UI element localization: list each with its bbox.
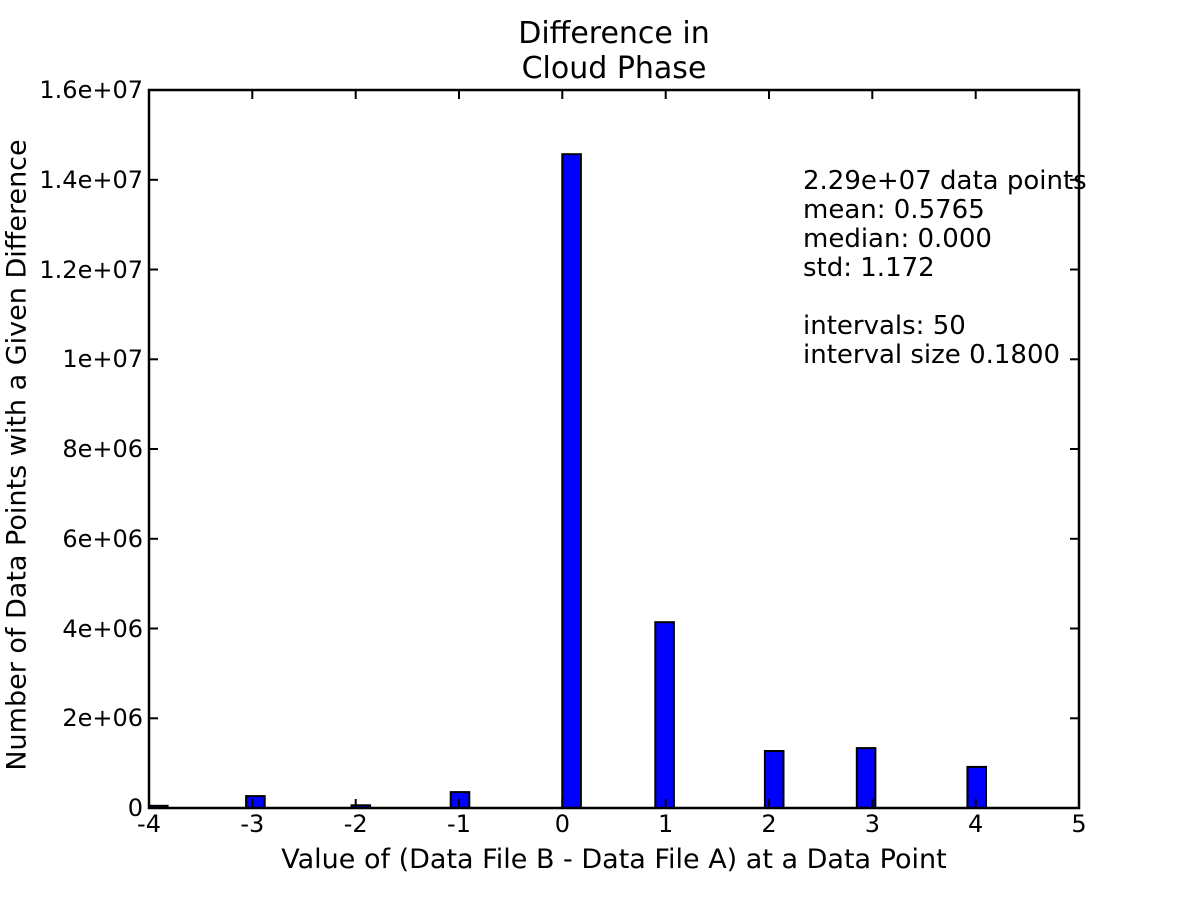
y-tick-label: 4e+06 <box>62 614 143 643</box>
stat-mean: mean: 0.5765 <box>803 195 985 225</box>
x-tick-label: -3 <box>240 810 265 838</box>
y-tick-label: 1.2e+07 <box>39 255 143 284</box>
x-tick-label: 2 <box>761 810 777 838</box>
y-tick-label: 2e+06 <box>62 704 143 733</box>
x-tick-label: -4 <box>137 810 161 838</box>
stat-total-points: 2.29e+07 data points <box>803 166 1087 196</box>
x-tick-label: -1 <box>447 810 471 838</box>
y-tick-label: 0 <box>127 794 143 822</box>
stats-annotation: 2.29e+07 data points mean: 0.5765 median… <box>803 167 1087 370</box>
y-tick-label: 1.4e+07 <box>39 165 143 194</box>
histogram-bar <box>561 153 582 809</box>
histogram-bar <box>763 750 785 809</box>
x-tick-label: -2 <box>343 810 368 838</box>
stat-interval-size: interval size 0.1800 <box>803 340 1061 370</box>
stat-std: std: 1.172 <box>803 253 935 283</box>
chart-title-line1: Difference in <box>518 16 710 51</box>
chart-title-line2: Cloud Phase <box>521 51 707 86</box>
chart-title: Difference in Cloud Phase <box>149 16 1079 86</box>
y-tick-label: 6e+06 <box>62 524 143 553</box>
x-axis-label: Value of (Data File B - Data File A) at … <box>281 844 947 875</box>
stat-median: median: 0.000 <box>803 224 992 254</box>
histogram-bar <box>654 621 675 810</box>
stat-intervals: intervals: 50 <box>803 311 966 341</box>
x-tick-label: 1 <box>658 810 674 838</box>
histogram-bar <box>245 795 266 809</box>
x-tick-label: 0 <box>554 810 570 838</box>
x-tick-label: 5 <box>1071 810 1087 838</box>
stat-spacer <box>803 283 1087 312</box>
x-tick-label: 4 <box>968 810 984 838</box>
y-tick-label: 1e+07 <box>62 345 143 374</box>
y-tick-label: 1.6e+07 <box>39 76 143 104</box>
x-tick-label: 3 <box>864 810 880 838</box>
y-tick-label: 8e+06 <box>62 435 143 463</box>
